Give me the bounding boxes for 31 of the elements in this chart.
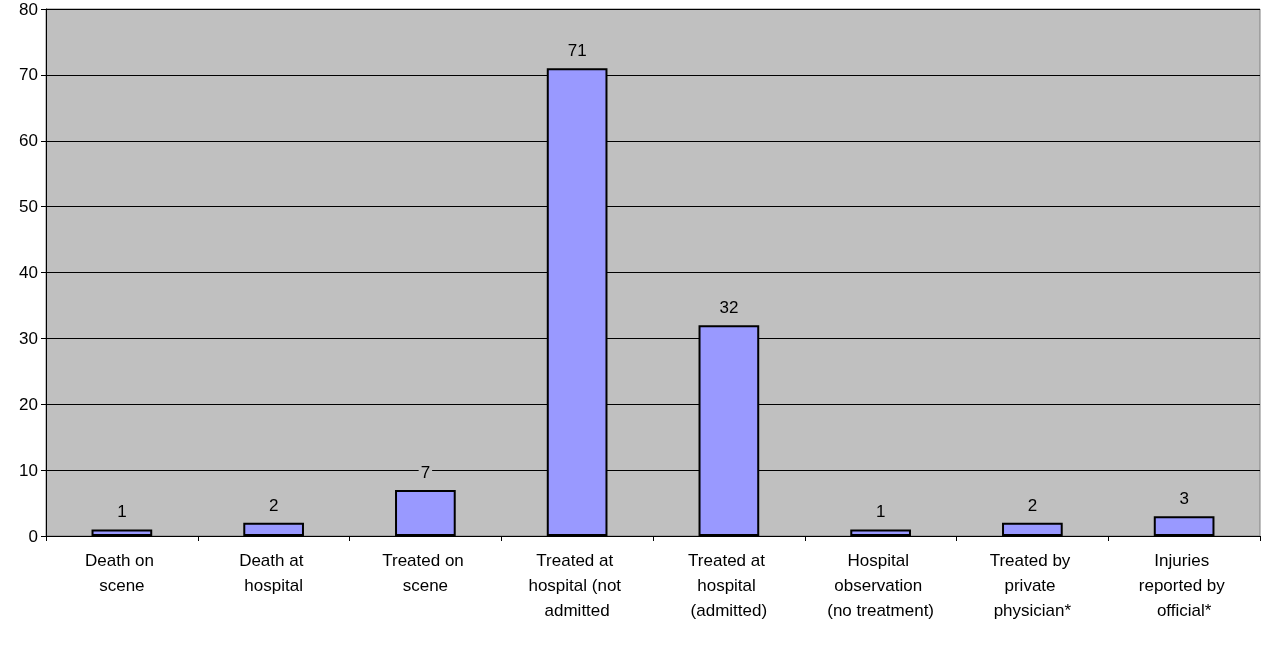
data-label: 1 xyxy=(875,502,886,522)
y-tick-label: 10 xyxy=(19,460,38,480)
x-tick-label: Death on scene xyxy=(85,551,159,595)
data-label: 71 xyxy=(567,41,587,61)
y-tick-label: 70 xyxy=(19,65,38,85)
bar xyxy=(1002,522,1063,536)
x-tick-label: Treated on scene xyxy=(382,551,469,595)
x-tick-label: Hospital observation (no treatment) xyxy=(827,551,935,620)
y-tick-label: 60 xyxy=(19,131,38,151)
data-label: 1 xyxy=(117,502,127,522)
data-label: 32 xyxy=(719,298,739,318)
x-tick-label: Injuries reported by official* xyxy=(1138,551,1230,620)
bar xyxy=(91,529,153,536)
data-label: 3 xyxy=(1179,489,1189,509)
bar xyxy=(850,529,911,536)
y-tick-label: 20 xyxy=(19,394,38,414)
y-tick-label: 40 xyxy=(19,263,38,282)
y-tick-label: 80 xyxy=(19,0,38,19)
x-tick-label: Treated at hospital (not admitted xyxy=(528,551,626,620)
data-label: 2 xyxy=(268,495,279,515)
data-label: 2 xyxy=(1027,495,1038,515)
y-tick-label: 50 xyxy=(19,197,38,217)
x-tick-label: Treated by private physician* xyxy=(989,551,1076,620)
x-tick-label: Treated at hospital (admitted) xyxy=(688,551,770,620)
bar xyxy=(1153,516,1215,536)
bar xyxy=(243,522,304,536)
bar xyxy=(395,489,456,536)
y-tick-label: 30 xyxy=(19,328,38,348)
x-tick-label: Death at hospital xyxy=(239,551,309,595)
y-tick-label: 0 xyxy=(28,526,38,546)
data-label: 7 xyxy=(420,462,431,482)
